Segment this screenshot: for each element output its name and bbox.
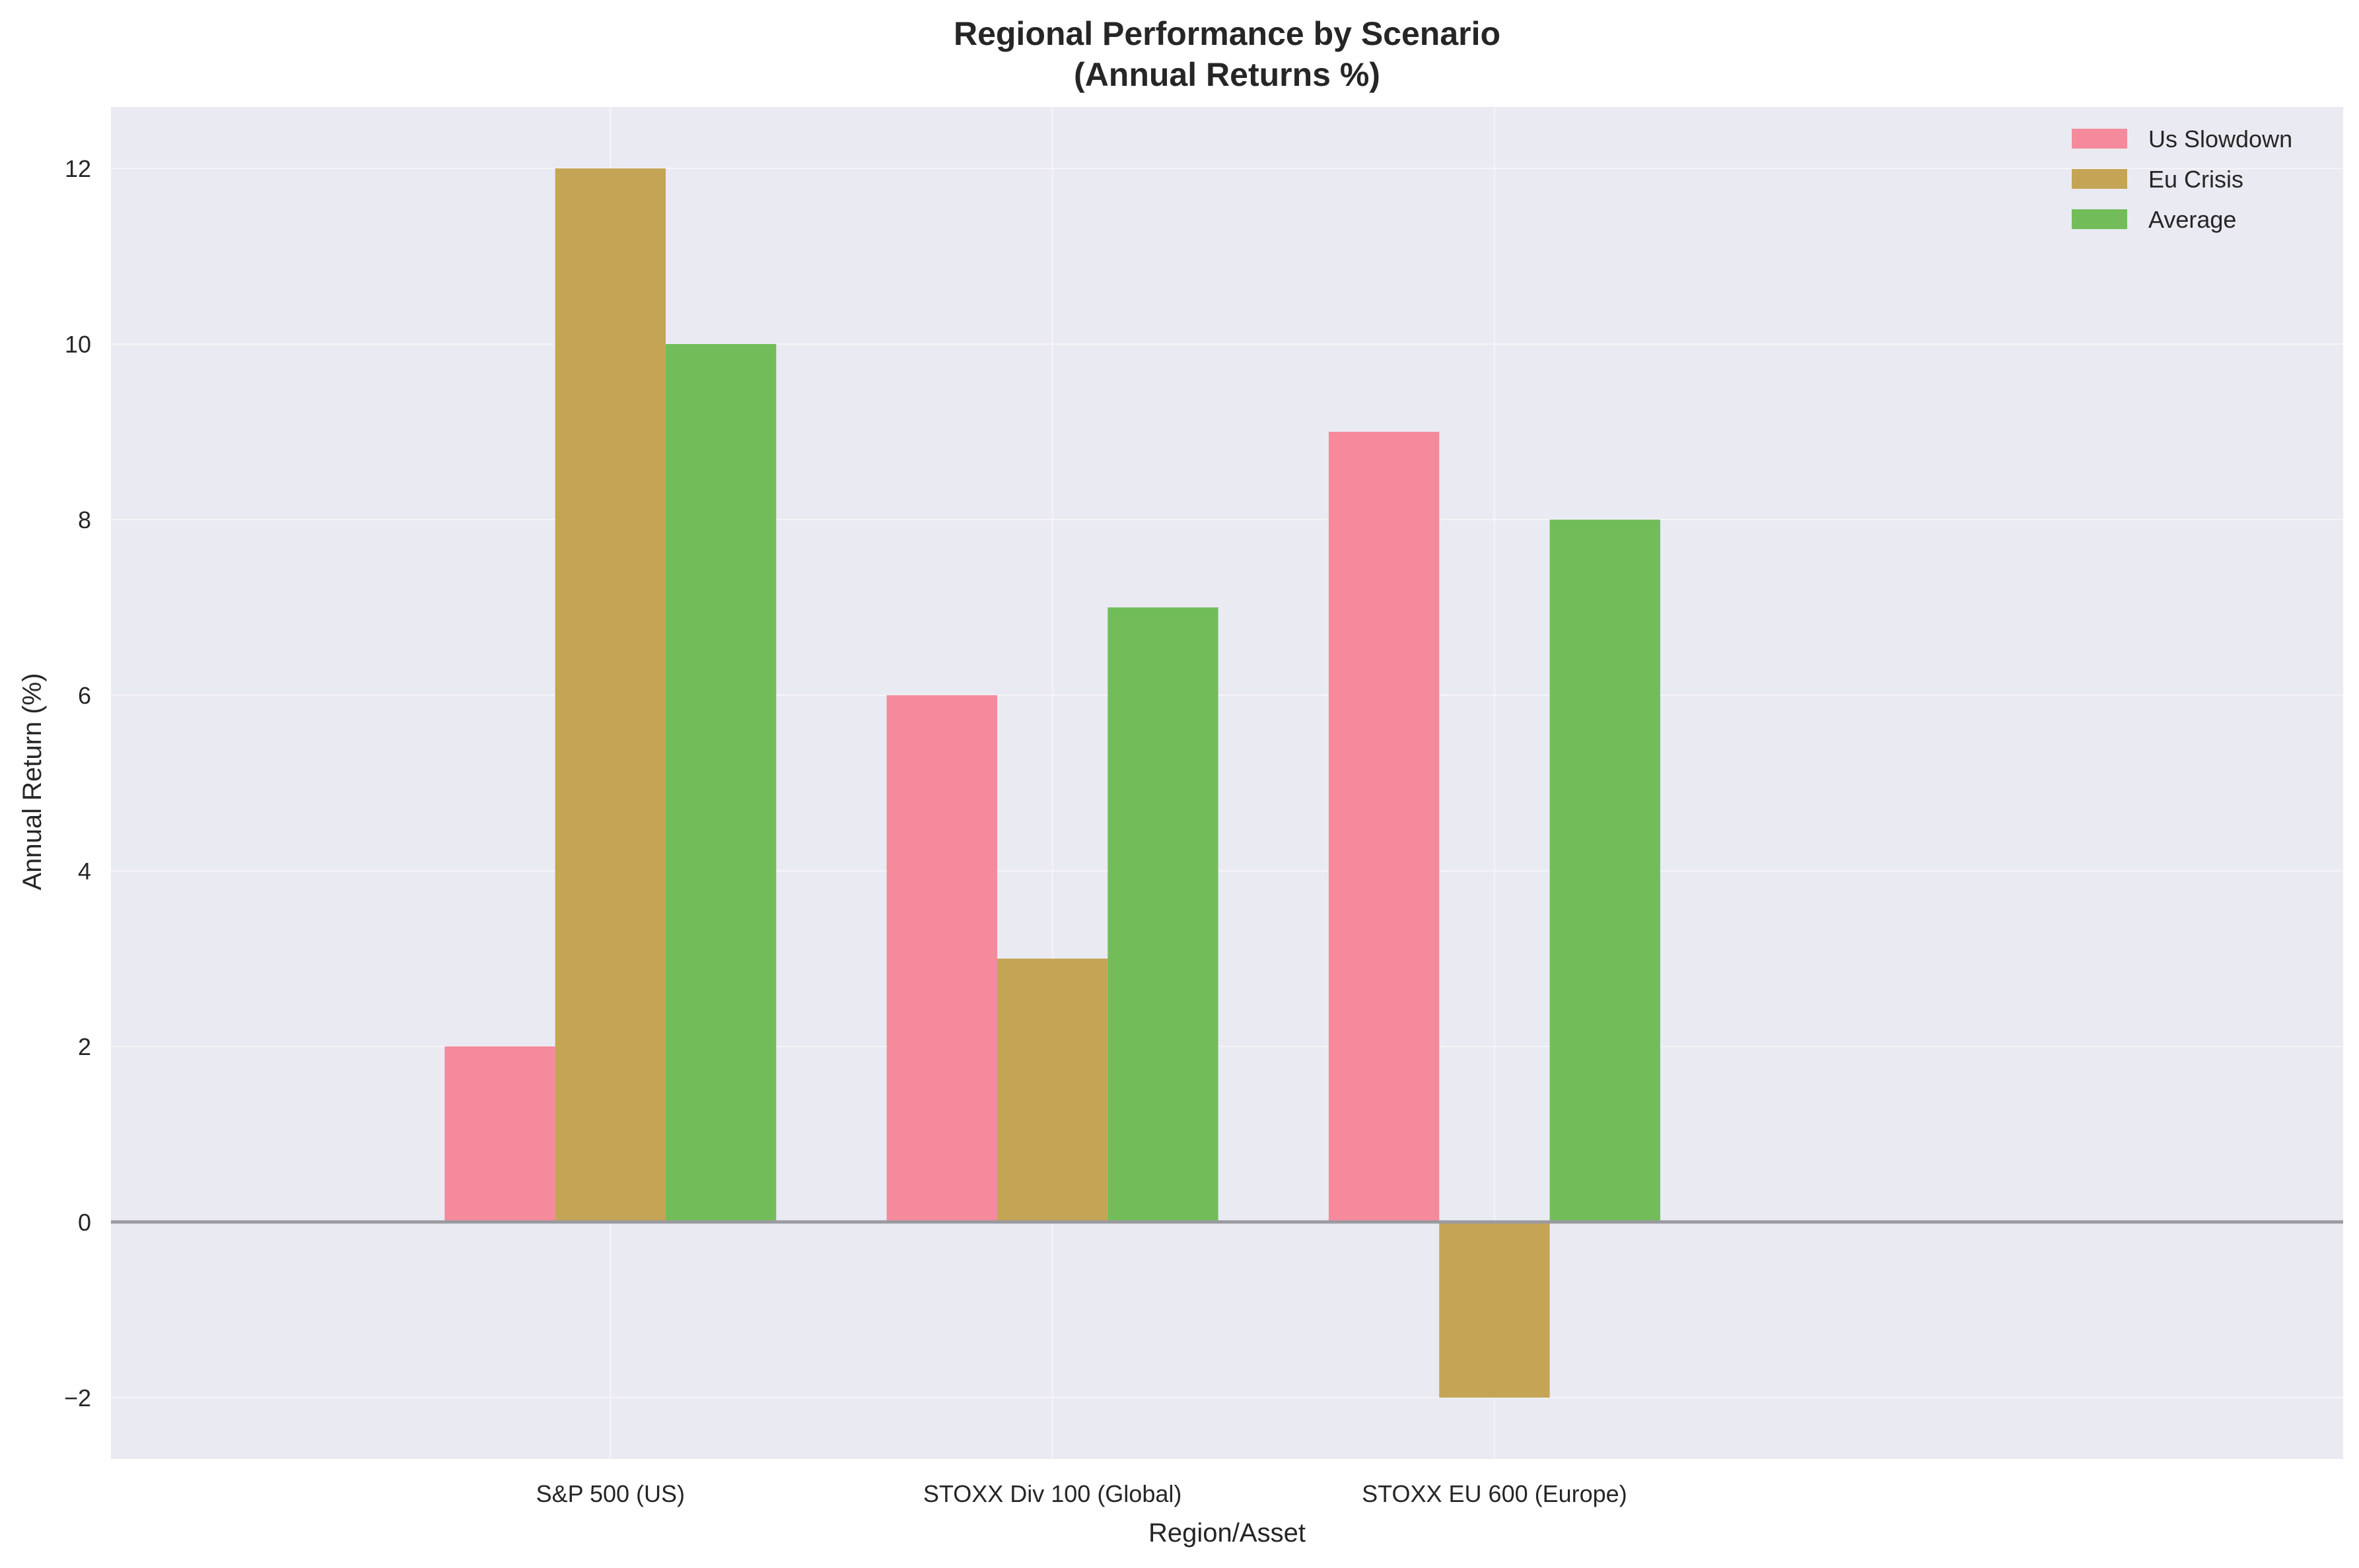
chart-title: Regional Performance by Scenario	[954, 15, 1500, 52]
legend-label: Eu Crisis	[2148, 166, 2243, 193]
bar-eu-crisis	[555, 168, 666, 1222]
y-tick-label: 4	[78, 858, 91, 885]
y-tick-label: 10	[65, 331, 91, 358]
bar-eu-crisis	[1439, 1221, 1550, 1398]
x-axis-label: Region/Asset	[1148, 1518, 1306, 1548]
legend-label: Us Slowdown	[2148, 125, 2292, 153]
x-tick-label: STOXX Div 100 (Global)	[923, 1480, 1181, 1507]
x-tick-label: S&P 500 (US)	[536, 1480, 685, 1507]
bar-us-slowdown	[444, 1046, 555, 1222]
legend-swatch	[2072, 169, 2127, 189]
legend-label: Average	[2148, 206, 2236, 233]
y-tick-label: 8	[78, 506, 91, 533]
chart-subtitle: (Annual Returns %)	[1074, 56, 1380, 93]
y-axis-label: Annual Return (%)	[18, 673, 47, 890]
legend-swatch	[2072, 209, 2127, 229]
bar-average	[1108, 607, 1218, 1222]
y-tick-labels: −2 0 2 4 6 8 10 12	[64, 155, 91, 1412]
y-tick-label: 12	[65, 155, 91, 182]
bar-average	[1549, 520, 1660, 1222]
bars	[444, 168, 1660, 1398]
legend-swatch	[2072, 129, 2127, 149]
y-tick-label: −2	[64, 1384, 91, 1412]
y-tick-label: 6	[78, 682, 91, 709]
x-tick-label: STOXX EU 600 (Europe)	[1362, 1480, 1627, 1507]
plot-area	[111, 107, 2343, 1459]
legend: Us Slowdown Eu Crisis Average	[2072, 125, 2292, 233]
bar-eu-crisis	[997, 958, 1108, 1222]
bar-us-slowdown	[1328, 432, 1440, 1222]
bar-us-slowdown	[886, 695, 997, 1222]
y-tick-label: 2	[78, 1033, 91, 1060]
bar-average	[665, 344, 777, 1222]
y-tick-label: 0	[78, 1209, 91, 1236]
x-tick-labels: S&P 500 (US) STOXX Div 100 (Global) STOXX …	[536, 1480, 1627, 1507]
